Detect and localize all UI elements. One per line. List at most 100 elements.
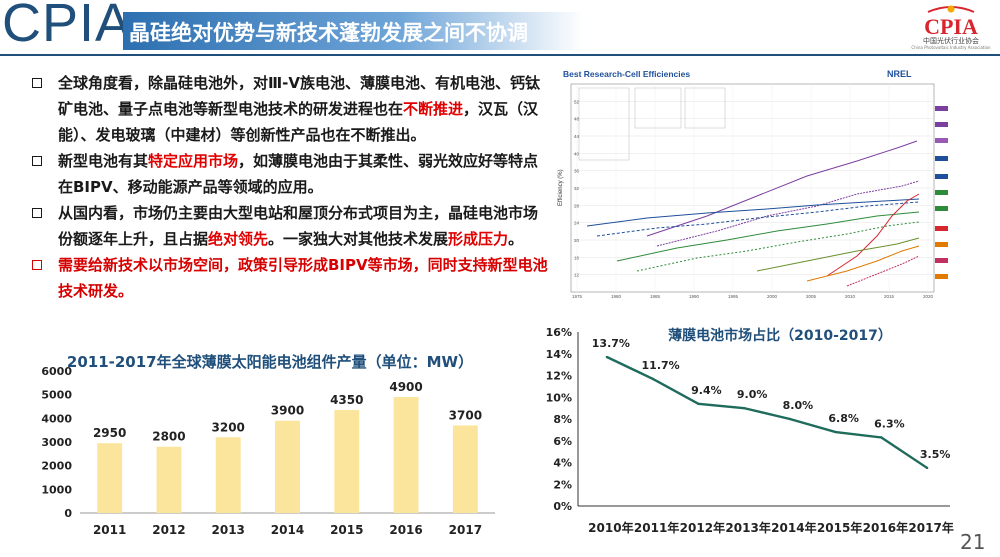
nrel-x-tick: 2015 [884,294,895,299]
bar [452,425,478,513]
line-point [925,466,929,470]
org-name-en: China Photovoltaic Industry Association [911,45,991,50]
nrel-series-trends [586,140,920,287]
line-category-label: 2011年 [634,520,679,535]
bar-category-label: 2013 [212,523,245,537]
highlight-text: 不断推进 [403,100,464,118]
title-banner: 晶硅绝对优势与新技术蓬勃发展之间不协调 [123,12,583,50]
bullet-text: 从国内看，市场仍主要由大型电站和屋顶分布式项目为主，晶硅电池市场份额逐年上升，且… [58,204,539,248]
bullet-text: 新型电池有其 [58,152,149,170]
bar-value-label: 3900 [271,404,304,418]
nrel-x-ticks: 1975 1980 1985 1990 1995 2000 2005 2010 2015 2020 [572,294,934,299]
nrel-x-tick: 2010 [845,294,856,299]
nrel-x-tick: 1995 [728,294,739,299]
line-y-tick: 14% [546,348,572,361]
nrel-y-tick: 24 [574,221,580,226]
nrel-y-tick: 32 [574,186,580,191]
bar-chart-title: 2011-2017年全球薄膜太阳能电池组件产量（单位：MW） [66,353,474,371]
nrel-x-tick: 2000 [767,294,778,299]
bullet-item: 从国内看，市场仍主要由大型电站和屋顶分布式项目为主，晶硅电池市场份额逐年上升，且… [30,200,550,252]
bar-category-label: 2015 [330,523,363,537]
line-category-label: 2010年 [588,520,633,535]
bar [215,437,241,513]
bar-y-tick: 4000 [41,412,72,425]
line-value-label: 6.3% [874,417,905,430]
bar [275,420,300,513]
nrel-y-tick: 52 [574,99,580,104]
org-name: 中国光伏行业协会 [923,37,979,45]
bullet-item: 全球角度看，除晶硅电池外，对Ⅲ-Ⅴ族电池、薄膜电池、有机电池、钙钛矿电池、量子点… [30,70,550,148]
highlight-text: 绝对领先 [208,230,269,248]
bullet-text: ，如薄膜电池由于其柔性、弱光效应好等特点在BIPV、移动能源产品等领域的应用。 [58,152,539,196]
nrel-x-tick: 1985 [650,294,661,299]
thin-film-output-bar-chart: 0 1000 2000 3000 4000 5000 6000 2950 2011 2800 201… [41,365,495,537]
line-point [834,430,837,434]
bar-y-tick: 5000 [41,389,72,402]
nrel-y-tick: 12 [574,273,580,278]
line-category-label: 2013年 [725,520,770,535]
line-chart-title: 薄膜电池市场占比（2010-2017） [668,327,892,344]
bar-value-label: 3200 [212,420,245,434]
line-y-tick: 4% [553,457,572,470]
line-category-label: 2017年 [908,520,953,535]
line-y-tick: 0% [553,500,572,513]
line-value-label: 6.8% [828,412,859,425]
bar-category-label: 2011 [93,523,126,537]
bar-value-label: 2950 [93,426,126,440]
nrel-x-tick: 2020 [923,294,934,299]
nrel-x-tick: 2005 [806,294,817,299]
line-y-tick: 10% [546,391,572,404]
nrel-y-label: Efficiency (%) [558,169,564,206]
line-value-label: 9.0% [737,388,768,401]
org-logo-text: CPIA [924,14,978,39]
line-y-tick: 2% [553,478,572,491]
thin-film-share-line-chart: 0% 2% 4% 6% 8% 10% 12% 14% 16% 13.7% 2010年 11.7% 201… [546,326,954,535]
bullet-list: 全球角度看，除晶硅电池外，对Ⅲ-Ⅴ族电池、薄膜电池、有机电池、钙钛矿电池、量子点… [30,70,550,304]
bar [97,443,123,513]
bar [334,410,360,513]
bar-category-label: 2014 [271,523,304,537]
highlight-text: 特定应用市场 [148,152,239,170]
highlight-text: 形成压力 [448,230,509,248]
line-value-label: 8.0% [783,399,814,412]
line-y-tick: 6% [553,435,572,448]
bullet-text: 全球角度看，除晶硅电池外，对Ⅲ-Ⅴ族电池、薄膜电池、有机电池、钙钛矿电池、量子点… [58,74,541,118]
line-category-label: 2016年 [863,520,908,535]
bar-y-tick: 3000 [41,436,72,449]
nrel-y-tick: 28 [574,203,580,208]
bullet-text: 。一家独大对其他技术发展 [268,230,449,248]
bar-y-tick: 1000 [41,483,72,496]
cpia-wordmark: CPIA [2,0,133,53]
bar [156,446,182,513]
bar-value-label: 4900 [389,380,422,394]
nrel-y-tick: 16 [574,255,580,260]
bar-value-label: 2800 [152,430,185,444]
line-y-tick: 12% [546,370,572,383]
bullet-text: ，汉瓦（汉能）、发电玻璃（中建材）等创新性产品也在不断推出。 [58,100,539,144]
nrel-y-tick: 44 [574,134,580,139]
bullet-text: 。 [508,230,524,248]
nrel-x-tick: 1980 [611,294,622,299]
nrel-chart-title: Best Research-Cell Efficiencies [563,69,690,79]
line-y-tick: 8% [553,413,572,426]
bar-value-label: 3700 [449,408,482,422]
nrel-y-ticks: 12 16 20 24 28 32 36 40 44 48 52 [574,99,580,277]
header-divider [0,54,1000,56]
line-point [697,402,700,405]
bar-y-tick: 0 [64,507,72,520]
line-point [788,417,792,421]
nrel-legend [578,87,726,161]
line-category-label: 2014年 [771,520,816,535]
line-value-label: 9.4% [691,384,722,397]
line-y-tick: 16% [546,326,572,339]
bullet-square-icon [32,260,42,270]
bar-category-label: 2017 [449,523,482,537]
line-value-label: 13.7% [592,337,630,350]
slide-title: 晶硅绝对优势与新技术蓬勃发展之间不协调 [129,21,528,45]
share-line [606,355,928,469]
line-value-label: 3.5% [920,448,951,461]
cpia-logo-icon: CPIA [924,5,978,39]
line-category-label: 2015年 [817,520,862,535]
bar [393,397,419,513]
